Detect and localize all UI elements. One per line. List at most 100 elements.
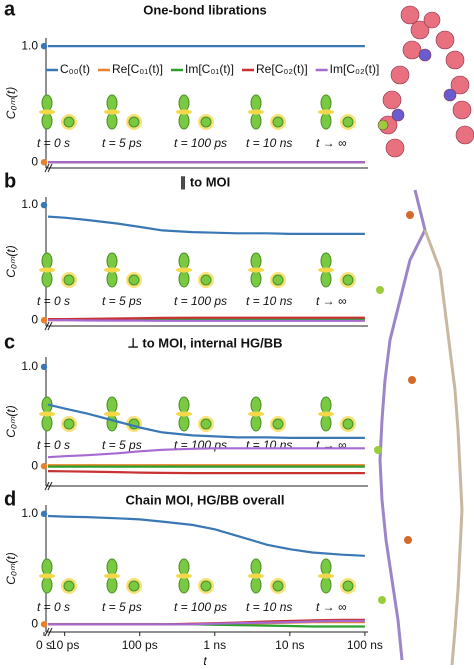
orbital-ring <box>176 411 192 417</box>
orbital-sphere <box>272 418 284 430</box>
orbital-illustration <box>318 396 356 432</box>
axis-break <box>44 627 53 637</box>
orbital-lobe <box>320 252 332 270</box>
orbital-lobe <box>250 396 262 414</box>
orbital-sphere <box>342 580 354 592</box>
snapshot-label: t = 10 ns <box>246 438 292 452</box>
orbital-sphere <box>342 116 354 128</box>
snapshot-label: t = 10 ns <box>246 600 292 614</box>
snapshot-label: t = 0 s <box>37 294 70 308</box>
orbital-lobe <box>250 558 262 576</box>
start-point <box>40 201 48 209</box>
legend-label: Re[C₀₁(t)] <box>112 62 163 76</box>
orbital-illustration <box>248 94 286 130</box>
orbital-ring <box>176 267 192 273</box>
orbital-sphere <box>63 116 75 128</box>
orbital-lobe <box>178 396 190 414</box>
orbital-lobe <box>320 112 332 130</box>
orbital-lobe <box>106 576 118 594</box>
orbital-sphere <box>272 580 284 592</box>
panel-title: Chain MOI, HG/BB overall <box>126 492 285 507</box>
orbital-lobe <box>41 270 53 288</box>
y-tick-label: 1.0 <box>21 197 38 211</box>
x-tick-label: 100 ps <box>122 638 158 652</box>
x-tick-label: 100 ns <box>347 638 383 652</box>
orbital-sphere <box>128 116 140 128</box>
orbital-lobe <box>250 112 262 130</box>
panel-label: a <box>4 0 16 20</box>
orbital-lobe <box>178 270 190 288</box>
snapshot-label: t → ∞ <box>316 438 347 452</box>
orbital-lobe <box>178 94 190 112</box>
snapshot-label: t = 0 s <box>37 136 70 150</box>
snapshot-label: t = 0 s <box>37 600 70 614</box>
snapshot-label: t → ∞ <box>316 136 347 150</box>
orbital-lobe <box>41 414 53 432</box>
orbital-lobe <box>320 576 332 594</box>
series-line <box>47 514 365 557</box>
x-axis-label: t <box>203 654 207 668</box>
orbital-lobe <box>250 414 262 432</box>
orbital-lobe <box>320 270 332 288</box>
orbital-sphere <box>63 274 75 286</box>
series-line <box>47 403 365 439</box>
orbital-lobe <box>106 252 118 270</box>
orbital-lobe <box>41 112 53 130</box>
panel-title: ∥ to MOI <box>180 174 231 190</box>
orbital-illustration <box>104 94 142 130</box>
axis-break <box>44 321 53 331</box>
snapshot-label: t = 5 ps <box>102 136 142 150</box>
x-tick-label: 1 ns <box>203 638 226 652</box>
orbital-lobe <box>320 396 332 414</box>
series-line <box>47 215 365 235</box>
y-axis-label: C₀ₘ(t) <box>4 405 18 438</box>
orbital-lobe <box>106 112 118 130</box>
orbital-lobe <box>41 558 53 576</box>
orbital-ring <box>39 267 55 273</box>
panel-label: b <box>4 170 16 192</box>
orbital-sphere <box>63 580 75 592</box>
orbital-lobe <box>178 576 190 594</box>
orbital-lobe <box>320 94 332 112</box>
start-point <box>40 317 48 324</box>
snapshot-label: t = 100 ps <box>174 136 227 150</box>
orbital-lobe <box>320 414 332 432</box>
x-tick-label: 0 s <box>36 638 52 652</box>
panel-title: One-bond librations <box>143 2 267 17</box>
x-tick-label: 10 ps <box>50 638 79 652</box>
legend-label: Re[C₀₂(t)] <box>256 62 308 76</box>
orbital-lobe <box>178 558 190 576</box>
snapshot-label: t = 10 ns <box>246 294 292 308</box>
snapshot-label: t → ∞ <box>316 600 347 614</box>
panel-title: ⊥ to MOI, internal HG/BB <box>127 335 282 350</box>
y-tick-label: 1.0 <box>21 359 38 373</box>
orbital-illustration <box>39 396 77 432</box>
y-tick-label: 0 <box>31 616 38 630</box>
orbital-illustration <box>176 94 214 130</box>
molecule-b-d <box>374 189 464 666</box>
snapshot-label: t → ∞ <box>316 294 347 308</box>
orbital-ring <box>248 267 264 273</box>
y-tick-label: 0 <box>31 312 38 326</box>
orbital-illustration <box>176 558 214 594</box>
panel: a One-bond librations C₀ₘ(t) 1.0 0 t = 0 s t =… <box>4 0 379 173</box>
orbital-illustration <box>318 252 356 288</box>
panel-label: c <box>4 331 15 353</box>
y-tick-label: 0 <box>31 458 38 472</box>
x-tick-label: 10 ns <box>275 638 304 652</box>
orbital-illustration <box>318 558 356 594</box>
orbital-lobe <box>41 94 53 112</box>
orbital-illustration <box>176 252 214 288</box>
series-line <box>48 619 365 626</box>
axis-break <box>44 481 53 491</box>
orbital-lobe <box>106 94 118 112</box>
orbital-ring <box>104 573 120 579</box>
orbital-ring <box>39 109 55 115</box>
legend-label: C₀₀(t) <box>60 62 90 76</box>
orbital-lobe <box>178 112 190 130</box>
orbital-ring <box>248 411 264 417</box>
snapshot-label: t = 0 s <box>37 438 70 452</box>
start-point <box>40 510 48 518</box>
orbital-illustration <box>104 252 142 288</box>
orbital-ring <box>104 411 120 417</box>
